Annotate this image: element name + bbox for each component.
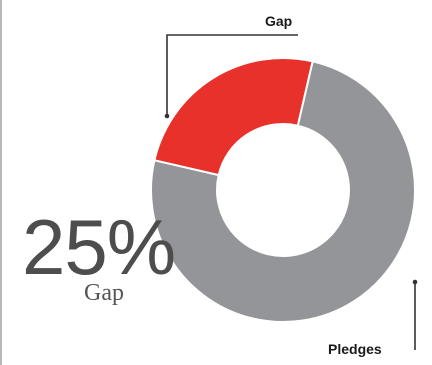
slice-label-pledges: Pledges xyxy=(328,341,382,357)
gap-percent-value: 25% xyxy=(22,203,176,291)
left-border-line xyxy=(0,0,2,365)
pledges-leader-dot xyxy=(412,279,418,285)
gap-percent-label: Gap xyxy=(84,280,124,306)
donut-slice-pledges xyxy=(150,60,416,323)
donut-slice-gap xyxy=(153,57,314,177)
slice-label-gap: Gap xyxy=(265,13,293,29)
gap-leader-dot xyxy=(164,113,170,119)
donut-slices xyxy=(150,57,416,323)
gap-leader-line xyxy=(166,34,298,115)
leader-lines xyxy=(164,34,418,350)
